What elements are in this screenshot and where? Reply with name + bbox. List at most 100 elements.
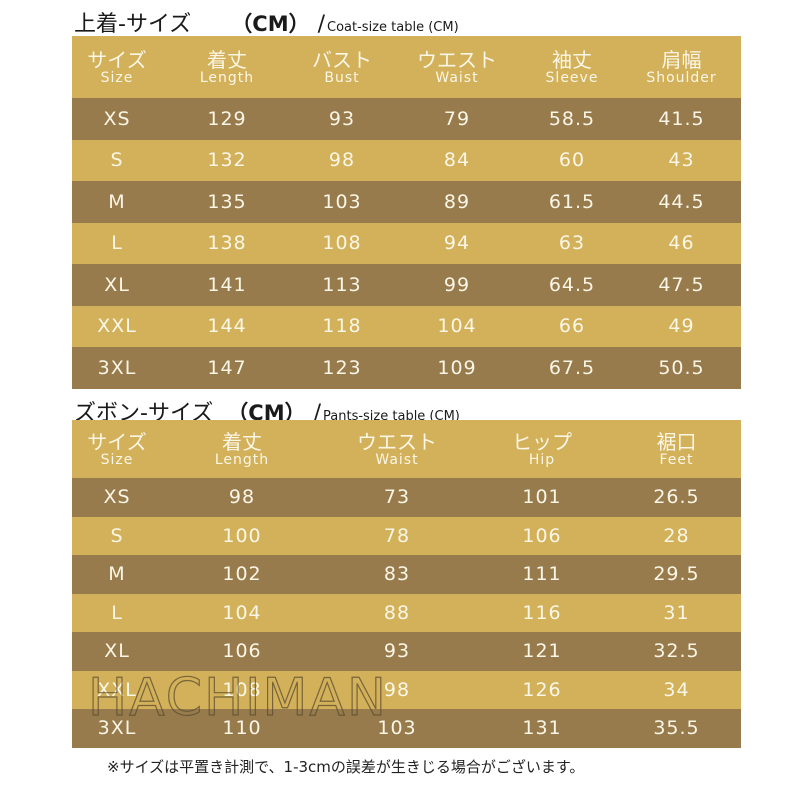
column-header-waist: ウエスト Waist	[357, 429, 437, 468]
cell-length: 144	[207, 315, 247, 338]
coat-size-table: サイズ Size 着丈 Length バスト Bust ウエスト Waist 袖丈 Sle…	[72, 36, 741, 389]
cell-sleeve: 58.5	[548, 107, 596, 130]
cell-waist: 73	[383, 486, 411, 509]
table-row: M 135 103 89 61.5 44.5	[72, 181, 741, 223]
cell-length: 106	[222, 640, 262, 663]
column-header-length: 着丈 Length	[199, 47, 255, 86]
cell-feet: 32.5	[653, 640, 700, 663]
table-row: XL 106 93 121 32.5	[72, 632, 741, 671]
coat-table-title: 上着-サイズ （CM） / Coat-size table (CM)	[74, 6, 459, 38]
table-row: M 102 83 111 29.5	[72, 555, 741, 594]
pants-title-jp: ズボン-サイズ	[74, 401, 214, 426]
cell-length: 98	[228, 486, 256, 509]
cell-length: 110	[222, 717, 262, 740]
measurement-note: ※サイズは平置き計測で、1-3cmの誤差が生きじる場合がございます。	[107, 758, 585, 776]
cell-bust: 118	[322, 315, 362, 338]
cell-length: 129	[207, 107, 247, 130]
cell-size: L	[111, 232, 123, 255]
cell-bust: 123	[322, 356, 362, 379]
cell-waist: 83	[383, 563, 411, 586]
cell-shoulder: 49	[668, 315, 695, 338]
cell-length: 104	[222, 601, 262, 624]
pants-table-title: ズボン-サイズ （CM） / Pants-size table (CM)	[74, 395, 460, 427]
pants-title-slash: /	[313, 401, 322, 426]
table-row: L 104 88 116 31	[72, 593, 741, 632]
cell-bust: 113	[322, 273, 362, 296]
cell-size: XXL	[97, 315, 137, 338]
cell-feet: 34	[663, 678, 690, 701]
cell-hip: 116	[522, 601, 562, 624]
column-header-size: サイズ Size	[87, 47, 147, 86]
pants-title-unit: （CM）	[227, 401, 306, 425]
cell-feet: 28	[663, 524, 690, 547]
cell-waist: 84	[443, 149, 471, 172]
cell-size: L	[111, 601, 123, 624]
table-row: 3XL 110 103 131 35.5	[72, 709, 741, 748]
cell-length: 147	[207, 356, 247, 379]
cell-waist: 109	[437, 356, 477, 379]
cell-hip: 111	[522, 563, 562, 586]
cell-feet: 29.5	[653, 563, 700, 586]
table-row: XS 129 93 79 58.5 41.5	[72, 98, 741, 140]
cell-size: XL	[104, 273, 130, 296]
column-header-hip: ヒップ Hip	[512, 429, 572, 468]
column-header-length: 着丈 Length	[214, 429, 270, 468]
cell-sleeve: 66	[558, 315, 586, 338]
cell-size: XS	[103, 107, 131, 130]
cell-bust: 103	[322, 190, 362, 213]
column-header-sleeve: 袖丈 Sleeve	[545, 47, 599, 86]
cell-waist: 103	[377, 717, 417, 740]
cell-shoulder: 46	[668, 232, 695, 255]
cell-length: 138	[207, 232, 247, 255]
cell-shoulder: 47.5	[658, 273, 705, 296]
cell-waist: 79	[443, 107, 471, 130]
table-row: XS 98 73 101 26.5	[72, 478, 741, 517]
cell-waist: 93	[383, 640, 411, 663]
cell-feet: 35.5	[653, 717, 700, 740]
cell-hip: 131	[522, 717, 562, 740]
cell-bust: 108	[322, 232, 362, 255]
cell-feet: 26.5	[653, 486, 700, 509]
table-row: S 132 98 84 60 43	[72, 139, 741, 181]
cell-length: 102	[222, 563, 262, 586]
coat-title-en: Coat-size table (CM)	[327, 20, 459, 35]
cell-hip: 121	[522, 640, 562, 663]
cell-waist: 104	[437, 315, 477, 338]
cell-size: 3XL	[97, 717, 137, 740]
cell-size: S	[110, 149, 124, 172]
cell-waist: 89	[443, 190, 471, 213]
pants-title-en: Pants-size table (CM)	[323, 409, 460, 424]
cell-bust: 93	[328, 107, 356, 130]
cell-waist: 94	[443, 232, 471, 255]
cell-hip: 101	[522, 486, 562, 509]
cell-sleeve: 64.5	[548, 273, 596, 296]
table-header-row: サイズ Size 着丈 Length ウエスト Waist ヒップ Hip 裾口 Feet	[72, 420, 741, 478]
cell-waist: 98	[383, 678, 411, 701]
coat-title-jp: 上着-サイズ	[74, 12, 192, 37]
cell-size: XL	[104, 640, 130, 663]
cell-bust: 98	[328, 149, 356, 172]
coat-title-slash: /	[317, 12, 326, 37]
cell-waist: 88	[383, 601, 411, 624]
table-row: 3XL 147 123 109 67.5 50.5	[72, 347, 741, 389]
table-row: S 100 78 106 28	[72, 516, 741, 555]
cell-hip: 106	[522, 524, 562, 547]
cell-waist: 99	[443, 273, 471, 296]
cell-length: 135	[207, 190, 247, 213]
column-header-waist: ウエスト Waist	[417, 47, 497, 86]
cell-shoulder: 50.5	[658, 356, 705, 379]
column-header-size: サイズ Size	[87, 429, 147, 468]
cell-size: XXL	[97, 678, 137, 701]
column-header-shoulder: 肩幅 Shoulder	[646, 47, 717, 86]
table-header-row: サイズ Size 着丈 Length バスト Bust ウエスト Waist 袖丈 Sle…	[72, 36, 741, 98]
cell-size: M	[108, 190, 126, 213]
cell-length: 100	[222, 524, 262, 547]
pants-size-table: サイズ Size 着丈 Length ウエスト Waist ヒップ Hip 裾口 Feet…	[72, 420, 741, 748]
table-row: XL 141 113 99 64.5 47.5	[72, 264, 741, 306]
cell-length: 108	[222, 678, 262, 701]
cell-size: M	[108, 563, 126, 586]
cell-sleeve: 67.5	[548, 356, 596, 379]
cell-length: 132	[207, 149, 247, 172]
cell-shoulder: 41.5	[658, 107, 705, 130]
cell-sleeve: 63	[558, 232, 586, 255]
